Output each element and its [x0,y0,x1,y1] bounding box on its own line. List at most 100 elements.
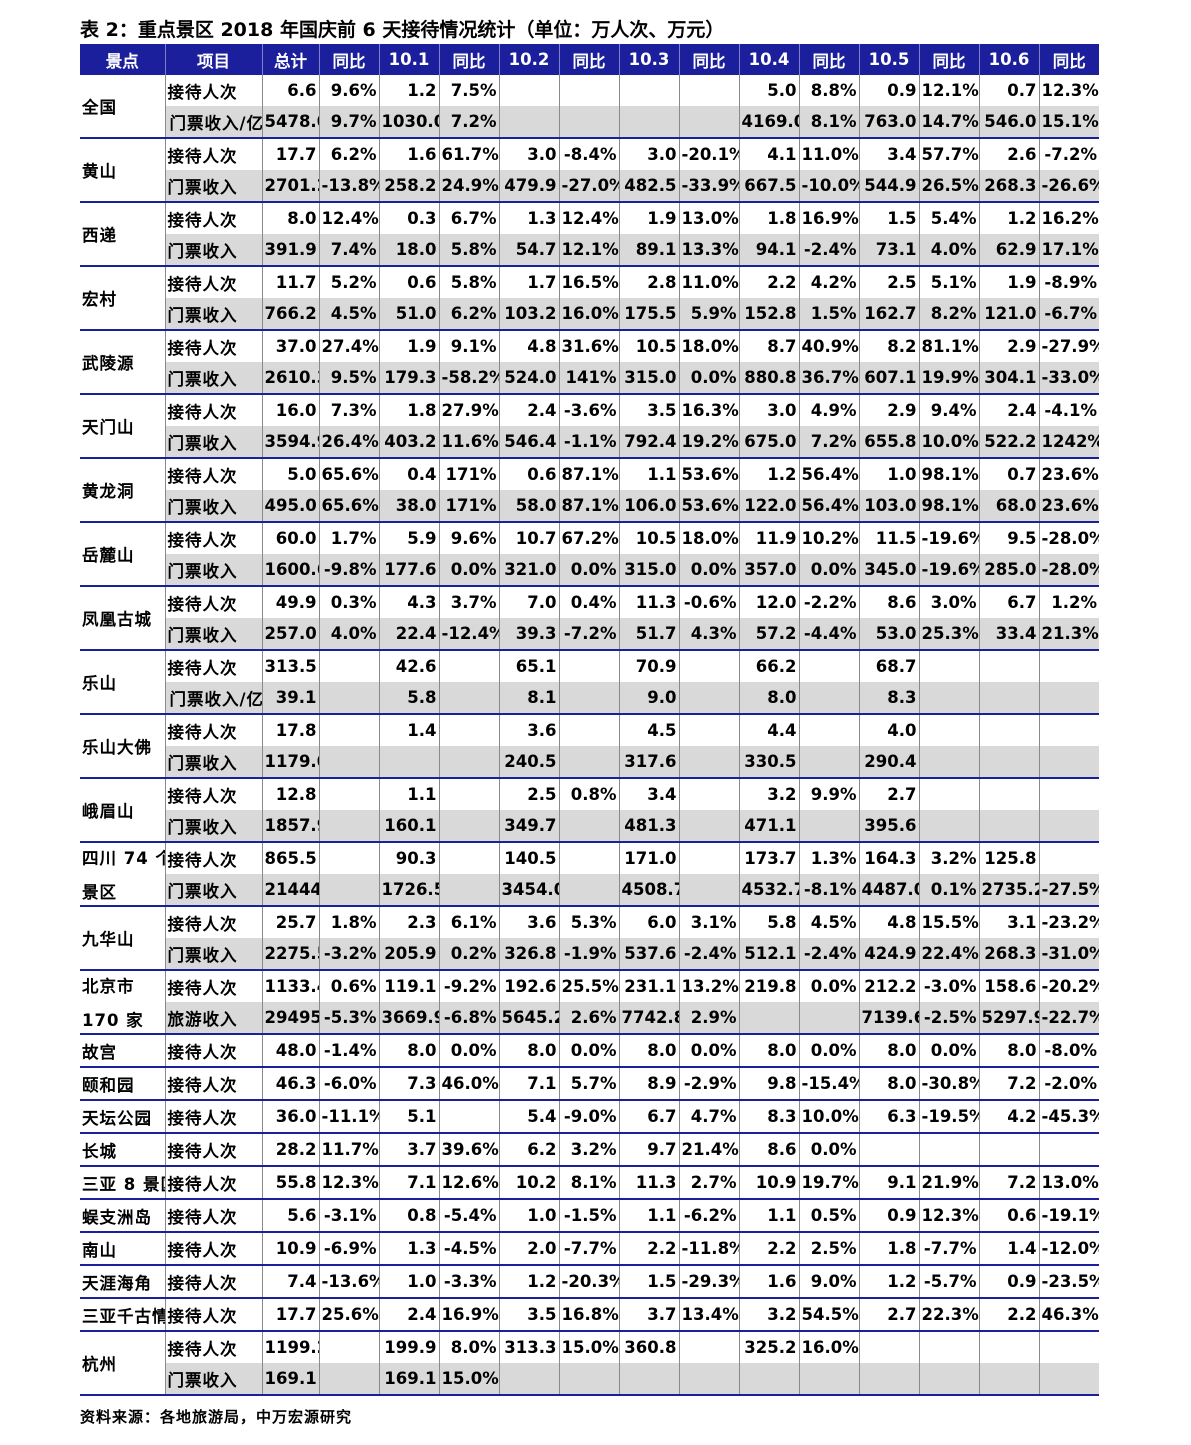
yoy-cell: -31.0% [1039,938,1099,970]
value-cell: 68.7 [859,649,920,682]
value-cell: 0.4 [379,457,440,490]
value-cell: 2.0 [499,1231,560,1265]
yoy-cell: -7.2% [1039,137,1099,170]
value-cell: 175.5 [619,298,680,330]
column-header: 同比 [679,44,740,75]
spot-group: 北京市 170 家 接待人次1133.40.6%119.1-9.2%192.625.… [80,969,1099,1034]
yoy-cell [319,777,380,810]
yoy-cell [319,1330,380,1363]
yoy-cell: 3.2% [919,841,980,874]
spot-name: 武陵源 [80,329,166,394]
yoy-cell [679,810,740,842]
value-cell: 68.0 [979,490,1040,522]
spot-group: 黄山接待人次17.76.2%1.661.7%3.0-8.4%3.0-20.1%4… [80,137,1099,202]
spot-group: 全国 接待人次 6.6 9.6% 1.2 7.5% 5.0 8.8% 0.9 12.1% 0.7 12… [80,75,1099,138]
yoy-cell: 171% [439,490,500,522]
yoy-cell: 26.4% [319,426,380,458]
spot-name: 故宫 [80,1033,166,1067]
yoy-cell: 7.2% [439,106,500,138]
yoy-cell [679,106,740,138]
table-row: 西递 接待人次 8.0 12.4% 0.3 6.7% 1.3 12.4% 1.9 13.0% 1.8… [80,201,1099,266]
value-cell: 3.2 [739,1297,800,1331]
yoy-cell: 2.7% [679,1165,740,1199]
value-cell: 1.1 [379,777,440,810]
yoy-cell: 16.5% [559,265,620,298]
value-cell: 3.6 [499,905,560,938]
yoy-cell: -33.0% [1039,362,1099,394]
spot-name: 三亚 8 景区 [80,1165,166,1199]
yoy-cell: 10.0% [799,1099,860,1133]
value-cell: 268.3 [979,170,1040,202]
yoy-cell: 2.9% [679,1002,740,1034]
yoy-cell: -12.0% [1039,1231,1099,1265]
yoy-cell [919,649,980,682]
item-label: 门票收入 [165,234,263,266]
value-cell: 7.0 [499,585,560,618]
yoy-cell: -9.8% [319,554,380,586]
yoy-cell: 4.5% [319,298,380,330]
value-cell: 10.9 [739,1165,800,1199]
value-cell: 8.0 [619,1033,680,1067]
value-cell [859,1132,920,1166]
value-cell: 4169.0 [739,106,800,138]
spot-group: 乐山 接待人次 313.5 42.6 65.1 70.9 66.2 68.7 门票收入/亿 39.… [80,649,1099,714]
table-row: 长城 接待人次 28.2 11.7% 3.7 39.6% 6.2 3.2% 9.7 21.4% 8.… [80,1132,1099,1166]
yoy-cell [919,1330,980,1363]
table-row: 峨眉山 接待人次 12.8 1.1 2.5 0.8% 3.4 3.2 9.9% 2.7 [80,777,1099,842]
yoy-cell: -45.3% [1039,1099,1099,1133]
yoy-cell: -0.6% [679,585,740,618]
yoy-cell: 13.0% [679,201,740,234]
value-cell: 9.8 [739,1066,800,1100]
spot-group: 三亚千古情 接待人次 17.7 25.6% 2.4 16.9% 3.5 16.8% 3.7 13.… [80,1297,1099,1331]
yoy-cell: -27.0% [559,170,620,202]
yoy-cell: 5.3% [559,905,620,938]
item-label: 接待人次 [165,521,263,554]
yoy-cell: 6.1% [439,905,500,938]
yoy-cell: 21.3% [1039,618,1099,650]
value-cell [979,810,1040,842]
value-cell: 17.8 [262,713,320,746]
spot-name: 天涯海角 [80,1264,166,1298]
table-row: 门票收入2701.2-13.8%258.224.9%479.9-27.0%482… [80,170,1099,202]
column-header: 总计 [262,44,320,75]
value-cell: 49.9 [262,585,320,618]
table-row: 门票收入257.04.0%22.4-12.4%39.3-7.2%51.74.3%… [80,618,1099,650]
value-cell: 231.1 [619,969,680,1002]
spot-group: 宏村 接待人次 11.7 5.2% 0.6 5.8% 1.7 16.5% 2.8 11.0% 2.2… [80,265,1099,330]
value-cell: 8.1 [499,682,560,714]
yoy-cell [919,1363,980,1394]
value-cell: 675.0 [739,426,800,458]
yoy-cell: 16.3% [679,393,740,426]
yoy-cell: 11.0% [799,137,860,170]
value-cell: 1199.2 [262,1330,320,1363]
value-cell: 6.7 [979,585,1040,618]
value-cell [979,682,1040,714]
yoy-cell: -29.3% [679,1264,740,1298]
yoy-cell [919,713,980,746]
value-cell: 1.2 [979,201,1040,234]
value-cell: 763.0 [859,106,920,138]
value-cell: 4.1 [739,137,800,170]
yoy-cell [439,1099,500,1133]
yoy-cell: 53.6% [679,457,740,490]
item-label: 门票收入 [165,746,263,778]
yoy-cell: 0.0% [799,969,860,1002]
value-cell: 1.3 [379,1231,440,1265]
item-label: 接待人次 [165,969,263,1002]
yoy-cell [799,1363,860,1394]
table-row: 门票收入 169.1 169.1 15.0% [80,1363,1099,1394]
column-header: 景点 [80,44,166,75]
yoy-cell [319,746,380,778]
yoy-cell: -8.9% [1039,265,1099,298]
value-cell: 5.0 [739,75,800,106]
value-cell: 199.9 [379,1330,440,1363]
yoy-cell: -2.4% [799,234,860,266]
item-label: 接待人次 [165,1297,263,1331]
item-label: 接待人次 [165,1264,263,1298]
value-cell: 2275.5 [262,938,320,970]
yoy-cell: 9.4% [919,393,980,426]
value-cell: 313.3 [499,1330,560,1363]
value-cell: 1857.9 [262,810,320,842]
yoy-cell: 46.0% [439,1066,500,1100]
